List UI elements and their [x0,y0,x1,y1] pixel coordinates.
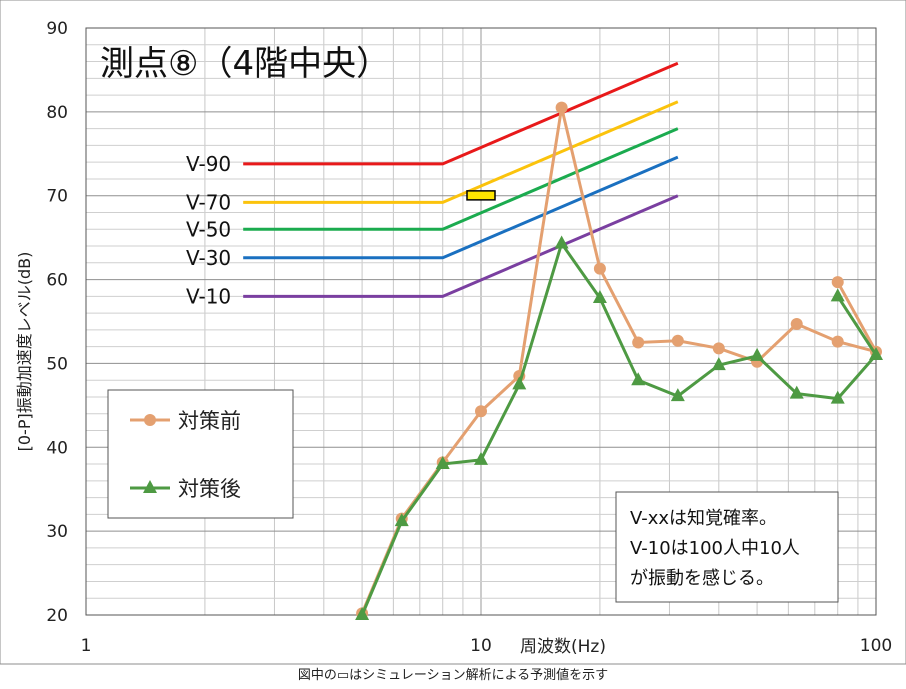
legend-label-after: 対策後 [178,477,241,501]
data-point [789,385,804,399]
x-tick-label: 100 [860,636,892,656]
note-frame [615,491,839,603]
legend-box [107,389,294,519]
series-group [355,101,883,620]
reference-line [243,100,679,204]
data-point [394,513,409,527]
x-tick-label: 1 [81,636,92,656]
data-point [631,372,646,386]
y-axis-label: [0-P]振動加速度レベル(dB) [15,252,34,452]
data-point [435,456,450,470]
reference-line [243,127,679,231]
reference-line [243,194,679,298]
reference-line-label: V-10 [186,284,231,308]
y-tick-label: 80 [46,103,68,123]
data-point [830,390,845,404]
y-tick-label: 30 [46,522,68,542]
data-point [554,235,569,249]
y-tick-label: 20 [46,606,68,626]
legend: 対策前 対策後 [107,389,294,519]
reference-line-label: V-90 [186,152,231,176]
data-point [671,334,684,347]
legend-label-before: 対策前 [178,409,241,433]
data-point [790,318,803,331]
reference-line-label: V-70 [186,190,231,214]
data-point [750,347,765,361]
data-point [512,376,527,390]
note-box: V-xxは知覚確率。 V-10は100人中10人 が振動を感じる。 [615,491,839,603]
x-tick-label: 10 [470,636,492,656]
plot-frame [85,27,877,616]
note-line-2: V-10は100人中10人 [630,538,800,559]
data-point [869,347,883,361]
data-point [711,357,726,371]
data-point [474,451,488,465]
data-point [592,290,607,304]
note-line-3: が振動を感じる。 [630,568,774,589]
data-point [712,342,725,355]
legend-marker-before [144,414,156,426]
data-point [632,336,645,349]
simulation-marker [466,190,496,201]
note-line-1: V-xxは知覚確率。 [630,508,777,529]
reference-line [243,61,679,166]
data-point [593,262,606,275]
reference-lines: V-90 V-70 V-50 V-30 V-10 [186,61,679,308]
data-point [475,405,487,418]
y-tick-label: 40 [46,438,68,458]
reference-line [243,155,679,260]
figure-caption: 図中の▭はシミュレーション解析による予測値を示す [297,668,609,683]
reference-line-label: V-30 [186,246,231,270]
chart-title: 測点⑧（4階中央） [100,44,390,84]
axes: 20 30 40 50 60 70 80 90 1 10 100 [46,19,892,656]
data-point [831,276,844,289]
data-point [355,607,370,620]
data-point [670,388,685,402]
y-tick-label: 90 [46,19,68,39]
legend-marker-after [143,480,157,493]
y-tick-label: 60 [46,271,68,291]
reference-line-label: V-50 [186,217,231,241]
y-tick-label: 70 [46,187,68,207]
data-point [555,101,568,114]
data-point [831,335,844,348]
y-tick-label: 50 [46,354,68,374]
data-point [830,288,845,302]
x-axis-label: 周波数(Hz) [520,637,606,657]
